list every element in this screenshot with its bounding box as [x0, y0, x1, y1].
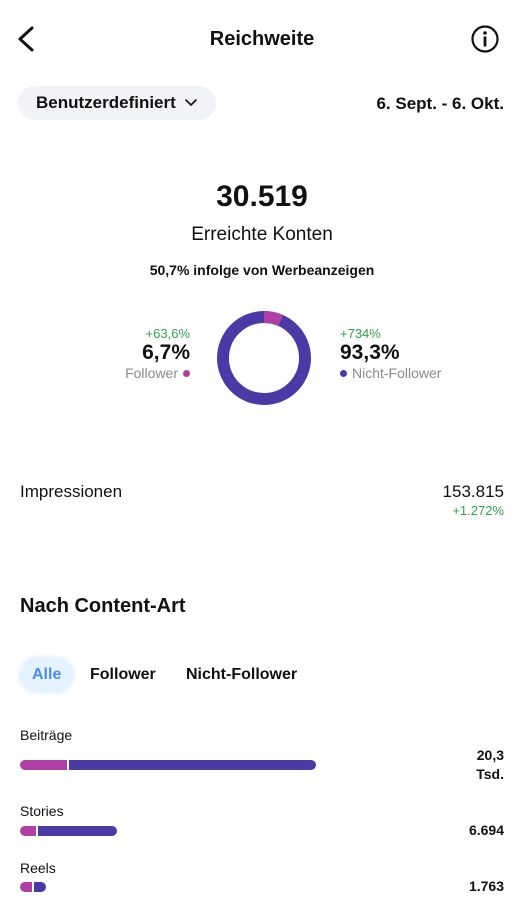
tab-non-follower[interactable]: Nicht-Follower [186, 666, 298, 683]
chevron-left-icon [18, 26, 34, 52]
bar-posts-non-follower [69, 760, 316, 770]
section-title-content-type: Nach Content-Art [20, 595, 186, 617]
bar-stories [20, 826, 117, 836]
reached-accounts-label: Erreichte Konten [191, 224, 333, 245]
content-row-value-posts: 20,3 Tsd. [476, 746, 504, 784]
bar-reels-follower [20, 882, 32, 892]
follower-donut-chart [217, 311, 311, 405]
donut-follower-arc [217, 311, 311, 405]
reached-accounts-count: 30.519 [216, 180, 308, 213]
bar-posts-follower [20, 760, 68, 770]
content-row-value-reels: 1.763 [468, 878, 504, 894]
content-row-label-reels: Reels [20, 860, 56, 876]
follower-percent: 6,7% [142, 341, 190, 364]
follower-label: Follower [125, 365, 178, 381]
impressions-label: Impressionen [20, 482, 123, 501]
date-range-dropdown[interactable]: Benutzerdefiniert [18, 86, 216, 120]
bar-posts [20, 760, 316, 770]
content-row-value-stories: 6.694 [468, 822, 504, 838]
follower-legend-dot [183, 369, 190, 377]
non-follower-percent: 93,3% [340, 341, 400, 364]
non-follower-change: +734% [340, 326, 381, 341]
content-row-label-posts: Beiträge [20, 727, 73, 743]
info-icon [471, 25, 499, 53]
bar-stories-follower [20, 826, 36, 836]
chevron-down-icon [184, 99, 197, 106]
posts-value-unit: Tsd. [476, 766, 504, 782]
back-button[interactable] [14, 24, 42, 54]
non-follower-stat: +734% 93,3% Nicht-Follower [340, 326, 490, 381]
follower-stat: +63,6% 6,7% Follower [100, 326, 190, 381]
bar-reels [20, 882, 46, 892]
bar-stories-non-follower [37, 826, 117, 836]
date-range-dropdown-label: Benutzerdefiniert [36, 93, 176, 112]
date-range-text: 6. Sept. - 6. Okt. [376, 94, 504, 113]
impressions-change: +1.272% [452, 503, 504, 518]
ads-share-note: 50,7% infolge von Werbeanzeigen [149, 262, 375, 278]
page-title: Reichweite [209, 28, 315, 50]
impressions-value: 153.815 [442, 482, 504, 501]
non-follower-label: Nicht-Follower [352, 365, 442, 381]
posts-value: 20,3 [476, 747, 504, 763]
follower-change: +63,6% [145, 326, 190, 341]
info-button[interactable] [470, 24, 500, 54]
donut-non-follower-arc [217, 311, 311, 405]
non-follower-legend-dot [340, 369, 347, 377]
tab-all[interactable]: Alle [20, 658, 74, 692]
content-row-label-stories: Stories [20, 803, 64, 819]
tab-follower[interactable]: Follower [90, 666, 156, 683]
bar-reels-non-follower [33, 882, 46, 892]
